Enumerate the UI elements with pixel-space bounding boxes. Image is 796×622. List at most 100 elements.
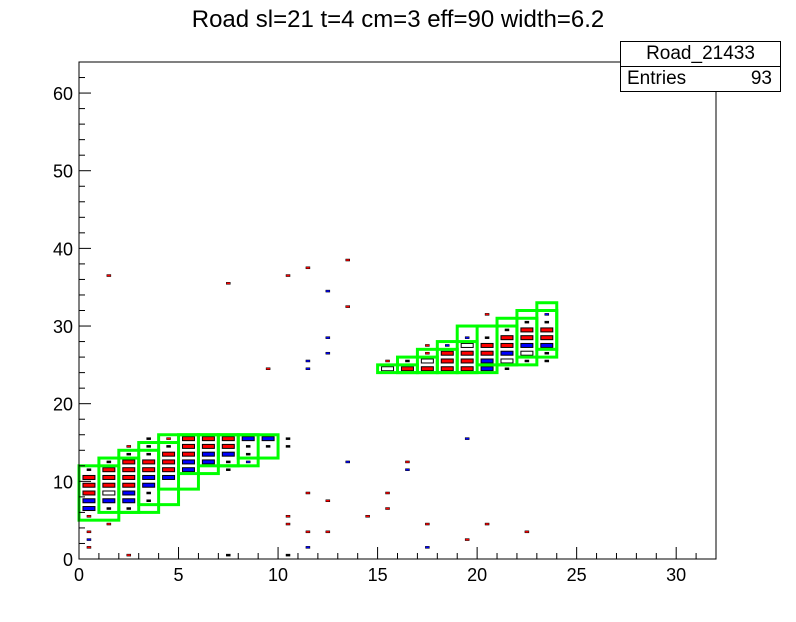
hit-cell bbox=[181, 443, 195, 449]
hit-cell bbox=[305, 530, 311, 534]
hit-cell bbox=[464, 538, 470, 541]
hit-cell bbox=[520, 335, 534, 341]
x-tick-label: 5 bbox=[174, 565, 184, 585]
hit-cell bbox=[464, 336, 470, 339]
hit-cell bbox=[365, 515, 370, 518]
y-tick-label: 0 bbox=[63, 550, 73, 570]
hit-cell bbox=[146, 452, 151, 456]
hit-cell bbox=[285, 553, 291, 557]
hit-cell bbox=[181, 459, 195, 465]
x-tick-label: 0 bbox=[74, 565, 84, 585]
stats-name: Road_21433 bbox=[621, 42, 780, 67]
hit-cell bbox=[425, 522, 430, 526]
hit-cell bbox=[82, 482, 96, 488]
hit-cell bbox=[102, 490, 116, 496]
hit-cell bbox=[381, 366, 395, 372]
hit-cell bbox=[345, 305, 350, 308]
hit-cell bbox=[480, 358, 494, 364]
hit-cell bbox=[265, 367, 271, 370]
hit-cell bbox=[245, 452, 251, 456]
hit-cell bbox=[201, 443, 215, 449]
hit-cell bbox=[126, 445, 132, 448]
hit-cell bbox=[226, 468, 231, 471]
hit-cell bbox=[106, 460, 112, 464]
hit-cell bbox=[520, 342, 534, 348]
hit-cell bbox=[460, 350, 474, 356]
hit-cell bbox=[261, 436, 275, 442]
hit-cell bbox=[420, 358, 434, 364]
hit-cell bbox=[460, 342, 474, 348]
hit-cell bbox=[226, 282, 231, 285]
hit-cell bbox=[484, 336, 490, 339]
hit-cell bbox=[82, 498, 96, 504]
hit-cell bbox=[226, 460, 231, 464]
hit-cell bbox=[520, 350, 534, 356]
hit-cell bbox=[305, 266, 311, 270]
hit-cell bbox=[484, 522, 490, 526]
hit-cell bbox=[325, 336, 331, 339]
hit-cell bbox=[305, 359, 311, 363]
hit-cell bbox=[520, 327, 534, 333]
hit-cell bbox=[126, 507, 132, 510]
y-tick-label: 20 bbox=[53, 395, 73, 415]
road-box bbox=[535, 301, 559, 351]
axes: 0 5 10 15 20 25 30 0 10 20 30 40 50 60 bbox=[53, 61, 717, 585]
hit-cell bbox=[460, 366, 474, 372]
hit-cell bbox=[162, 459, 176, 465]
hit-cell bbox=[484, 313, 490, 316]
hit-cell bbox=[425, 546, 430, 549]
y-tick-label: 30 bbox=[53, 317, 73, 337]
hit-cell bbox=[126, 452, 132, 456]
hit-cell bbox=[126, 553, 132, 557]
hit-cell bbox=[405, 359, 410, 363]
hit-cell bbox=[142, 459, 156, 465]
hit-cell bbox=[86, 530, 92, 534]
entries-value: 93 bbox=[750, 68, 772, 89]
hit-cell bbox=[544, 313, 550, 316]
hit-cell bbox=[385, 491, 390, 495]
hit-cell bbox=[500, 335, 514, 341]
y-tick-label: 50 bbox=[53, 162, 73, 182]
hit-cell bbox=[201, 459, 215, 465]
y-tick-label: 60 bbox=[53, 84, 73, 104]
hit-cell bbox=[385, 507, 390, 510]
hit-cell bbox=[181, 467, 195, 473]
hit-cell bbox=[524, 359, 530, 363]
hit-cell bbox=[181, 436, 195, 442]
hit-cell bbox=[142, 474, 156, 480]
hit-cell bbox=[440, 366, 454, 372]
hit-cell bbox=[122, 467, 136, 473]
hit-cell bbox=[425, 344, 430, 347]
hit-cell bbox=[201, 436, 215, 442]
road-boxes bbox=[77, 301, 559, 522]
hit-cell bbox=[504, 367, 510, 370]
hit-cell bbox=[285, 522, 291, 526]
hit-cell bbox=[285, 445, 291, 448]
hit-cell bbox=[142, 467, 156, 473]
hit-cell bbox=[325, 530, 331, 534]
hit-cell bbox=[524, 320, 530, 324]
hit-cell bbox=[480, 366, 494, 372]
hit-cell bbox=[82, 490, 96, 496]
hit-cell bbox=[420, 366, 434, 372]
hit-cell bbox=[122, 498, 136, 504]
entries-label: Entries bbox=[627, 68, 687, 89]
hit-cell bbox=[480, 350, 494, 356]
hit-cell bbox=[325, 499, 331, 503]
hit-cell bbox=[445, 344, 450, 347]
hit-cell bbox=[325, 351, 331, 355]
hit-cell bbox=[146, 437, 151, 440]
x-tick-label: 25 bbox=[567, 565, 587, 585]
hit-cell bbox=[86, 468, 92, 471]
hit-cell bbox=[221, 443, 235, 449]
hit-cell bbox=[181, 451, 195, 457]
hit-cell bbox=[425, 351, 430, 355]
stats-box: Road_21433 Entries 93 bbox=[620, 41, 781, 92]
hit-cell bbox=[102, 474, 116, 480]
hit-cell bbox=[544, 320, 550, 324]
hit-cell bbox=[102, 482, 116, 488]
hit-cells bbox=[82, 258, 554, 557]
hit-cell bbox=[106, 522, 112, 526]
hit-cell bbox=[166, 445, 171, 448]
hit-cell bbox=[540, 342, 554, 348]
